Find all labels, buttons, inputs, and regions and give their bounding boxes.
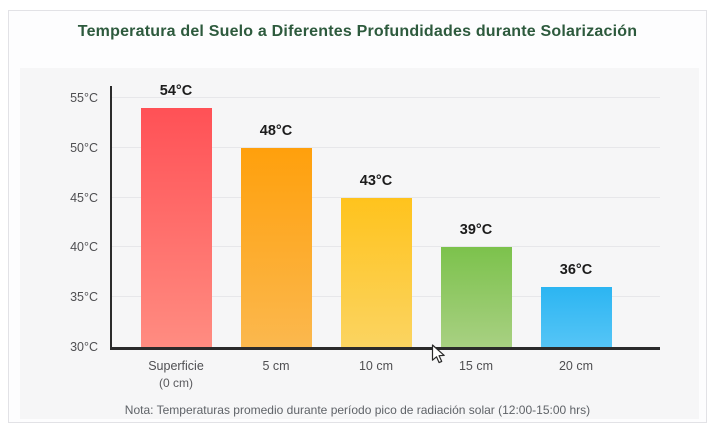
gridline <box>112 96 660 98</box>
chart-title: Temperatura del Suelo a Diferentes Profu… <box>77 23 638 40</box>
y-tick-label: 30°C <box>70 340 98 354</box>
x-tick-label: Superficie (0 cm) <box>121 358 231 392</box>
x-tick-sublabel: (0 cm) <box>159 376 193 390</box>
bar-value-label: 54°C <box>159 82 193 99</box>
chart-card: Temperatura del Suelo a Diferentes Profu… <box>8 10 707 423</box>
y-tick-label: 50°C <box>70 140 98 155</box>
y-tick-label: 55°C <box>70 90 98 105</box>
temp-bar <box>540 287 612 347</box>
temp-bar <box>340 197 412 347</box>
footnote: Nota: Temperaturas promedio durante perí… <box>124 403 591 417</box>
gridline <box>112 196 660 198</box>
x-tick-label: 15 cm <box>458 359 494 373</box>
bar-value-label: 36°C <box>559 262 593 279</box>
x-tick-label: 10 cm <box>358 359 394 373</box>
temp-bar <box>440 247 512 347</box>
y-tick-label: 35°C <box>70 290 98 305</box>
y-tick-label: 45°C <box>70 190 98 205</box>
mouse-cursor-icon <box>431 344 445 364</box>
temp-bar <box>240 147 312 347</box>
x-tick-label: 5 cm <box>262 359 290 373</box>
plot-area: 30°C 35°C 40°C 45°C 50°C 55°C 54°C Superficie (0… <box>70 82 660 390</box>
bar-value-label: 39°C <box>459 222 493 239</box>
bar-value-label: 43°C <box>359 172 393 189</box>
bar-value-label: 48°C <box>259 122 293 139</box>
temp-bar <box>140 107 212 347</box>
x-tick-label: 20 cm <box>558 359 594 373</box>
gridline <box>112 146 660 148</box>
y-tick-label: 40°C <box>70 240 98 255</box>
